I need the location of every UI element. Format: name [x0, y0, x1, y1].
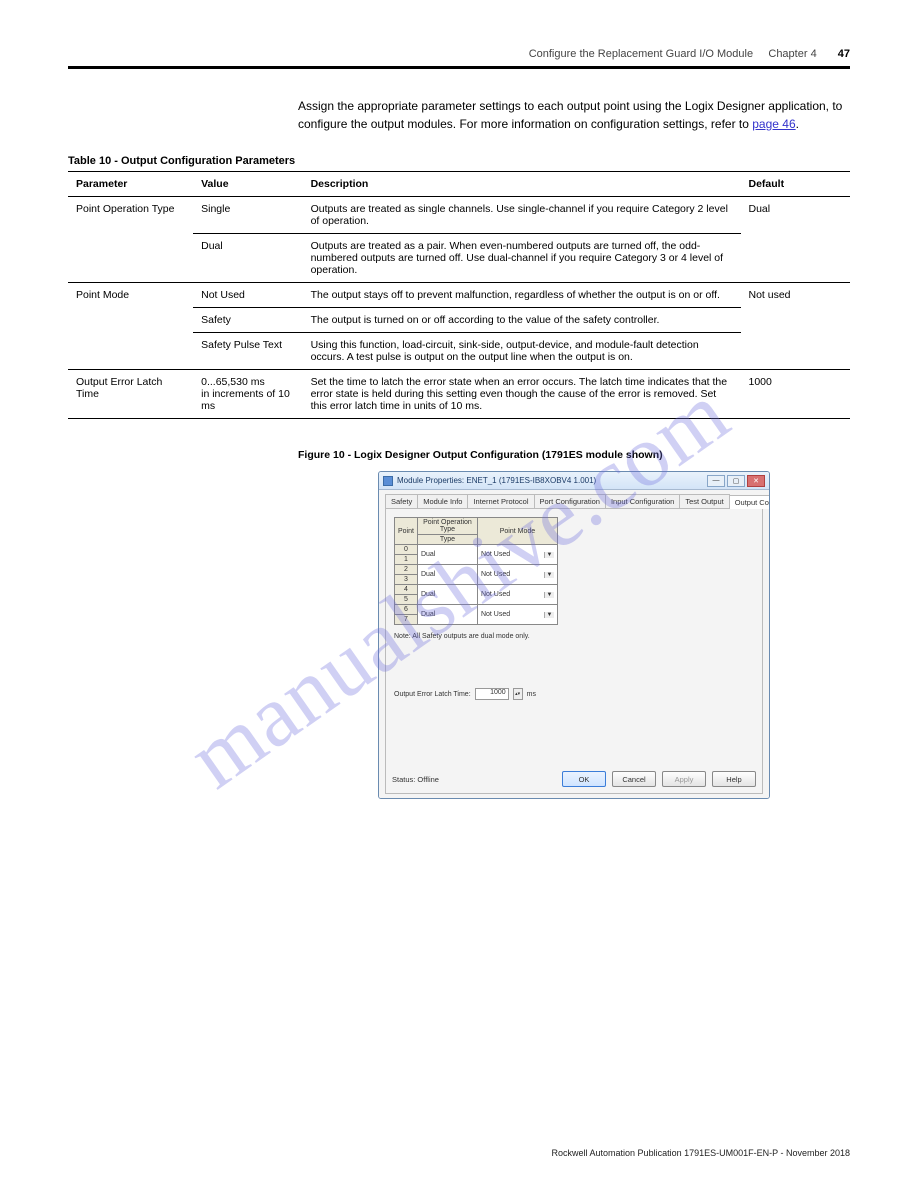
points-table: Point Point Operation Type Point Mode Ty…	[394, 517, 558, 625]
dialog-icon	[383, 476, 393, 486]
mode-cell[interactable]: Not Used▼	[477, 605, 557, 625]
latch-spinner[interactable]: ▴▾	[513, 688, 523, 700]
table-number: Table 10 -	[68, 155, 121, 167]
parameters-table: Parameter Value Description Default Poin…	[68, 171, 850, 419]
latch-input[interactable]: 1000	[475, 688, 509, 700]
cell-desc: Set the time to latch the error state wh…	[303, 370, 741, 419]
dialog-footer: Status: Offline OK Cancel Apply Help	[392, 771, 756, 787]
cell-value: Not Used	[193, 283, 302, 308]
cell-value: Safety Pulse Text	[193, 333, 302, 370]
pt-cell: 6	[395, 605, 418, 615]
page-link[interactable]: page 46	[752, 117, 795, 131]
tab-input-configuration[interactable]: Input Configuration	[605, 494, 680, 508]
pt-cell: 0	[395, 545, 418, 555]
op-cell[interactable]: Dual	[417, 545, 477, 565]
tab-row: Safety Module Info Internet Protocol Por…	[385, 494, 763, 509]
col-default: Default	[741, 172, 851, 197]
col-description: Description	[303, 172, 741, 197]
latch-time-row: Output Error Latch Time: 1000 ▴▾ ms	[394, 688, 754, 700]
pt-cell: 7	[395, 615, 418, 625]
table-header-row: Parameter Value Description Default	[68, 172, 850, 197]
mode-cell[interactable]: Not Used▼	[477, 545, 557, 565]
latch-unit: ms	[527, 691, 536, 698]
window-buttons: — ▢ ✕	[707, 475, 765, 487]
cell-desc: The output stays off to prevent malfunct…	[303, 283, 741, 308]
pt-cell: 1	[395, 555, 418, 565]
mode-cell[interactable]: Not Used▼	[477, 565, 557, 585]
hdr-mode: Point Mode	[477, 518, 557, 545]
cell-default: 1000	[741, 370, 851, 419]
help-button[interactable]: Help	[712, 771, 756, 787]
cell-value: Safety	[193, 308, 302, 333]
header-rule	[68, 66, 850, 69]
table-title: Output Configuration Parameters	[121, 155, 295, 167]
tab-output-configuration[interactable]: Output Configuration	[729, 495, 770, 509]
figure-caption: Figure 10 - Logix Designer Output Config…	[298, 449, 850, 461]
latch-label: Output Error Latch Time:	[394, 691, 471, 698]
cancel-button[interactable]: Cancel	[612, 771, 656, 787]
chapter-label: Chapter 4	[768, 48, 816, 60]
op-cell[interactable]: Dual	[417, 605, 477, 625]
cell-param: Point Mode	[68, 283, 193, 370]
table-caption: Table 10 - Output Configuration Paramete…	[68, 155, 850, 167]
ok-button[interactable]: OK	[562, 771, 606, 787]
table-caption-text: Table 10 - Output Configuration Paramete…	[68, 155, 295, 167]
table-row: Output Error Latch Time 0...65,530 ms in…	[68, 370, 850, 419]
apply-button[interactable]: Apply	[662, 771, 706, 787]
table-row: Point Operation Type Single Outputs are …	[68, 197, 850, 234]
hdr-type-sub: Type	[417, 535, 477, 545]
intro-paragraph: Assign the appropriate parameter setting…	[298, 97, 850, 133]
cell-desc: Outputs are treated as a pair. When even…	[303, 234, 741, 283]
page-header: Configure the Replacement Guard I/O Modu…	[68, 48, 850, 60]
point-row: 4DualNot Used▼	[395, 585, 558, 595]
col-value: Value	[193, 172, 302, 197]
dialog-body: Safety Module Info Internet Protocol Por…	[379, 490, 769, 798]
cell-value: Single	[193, 197, 302, 234]
cell-default: Not used	[741, 283, 851, 370]
cell-desc: Using this function, load-circuit, sink-…	[303, 333, 741, 370]
dialog-note: Note: All Safety outputs are dual mode o…	[394, 633, 754, 640]
point-row: 0DualNot Used▼	[395, 545, 558, 555]
tab-test-output[interactable]: Test Output	[679, 494, 729, 508]
table-row: Point Mode Not Used The output stays off…	[68, 283, 850, 308]
intro-text-b: .	[796, 117, 799, 131]
col-parameter: Parameter	[68, 172, 193, 197]
tab-module-info[interactable]: Module Info	[417, 494, 468, 508]
dialog-title: Module Properties: ENET_1 (1791ES-IB8XOB…	[397, 476, 703, 485]
hdr-operation: Point Operation Type	[417, 518, 477, 535]
module-properties-dialog: Module Properties: ENET_1 (1791ES-IB8XOB…	[378, 471, 770, 799]
tab-port-configuration[interactable]: Port Configuration	[534, 494, 606, 508]
status-text: Status: Offline	[392, 775, 556, 784]
publication-footer: Rockwell Automation Publication 1791ES-U…	[552, 1148, 850, 1158]
cell-desc: The output is turned on or off according…	[303, 308, 741, 333]
op-cell[interactable]: Dual	[417, 585, 477, 605]
tab-panel: Point Point Operation Type Point Mode Ty…	[385, 509, 763, 794]
hdr-point: Point	[395, 518, 418, 545]
maximize-button[interactable]: ▢	[727, 475, 745, 487]
cell-value: Dual	[193, 234, 302, 283]
point-row: 2DualNot Used▼	[395, 565, 558, 575]
pt-cell: 2	[395, 565, 418, 575]
cell-param: Point Operation Type	[68, 197, 193, 283]
figure-caption-text: Figure 10 - Logix Designer Output Config…	[298, 449, 663, 461]
chapter-title: Configure the Replacement Guard I/O Modu…	[529, 48, 753, 60]
cell-param: Output Error Latch Time	[68, 370, 193, 419]
cell-desc: Outputs are treated as single channels. …	[303, 197, 741, 234]
pt-cell: 5	[395, 595, 418, 605]
tab-safety[interactable]: Safety	[385, 494, 418, 508]
figure-number: Figure 10 -	[298, 449, 354, 461]
page-number: 47	[838, 48, 850, 60]
pt-cell: 4	[395, 585, 418, 595]
cell-default: Dual	[741, 197, 851, 283]
close-button[interactable]: ✕	[747, 475, 765, 487]
figure-title: Logix Designer Output Configuration (179…	[354, 449, 663, 461]
op-cell[interactable]: Dual	[417, 565, 477, 585]
tab-internet-protocol[interactable]: Internet Protocol	[467, 494, 534, 508]
mode-cell[interactable]: Not Used▼	[477, 585, 557, 605]
pt-cell: 3	[395, 575, 418, 585]
point-row: 6DualNot Used▼	[395, 605, 558, 615]
cell-value: 0...65,530 ms in increments of 10 ms	[193, 370, 302, 419]
minimize-button[interactable]: —	[707, 475, 725, 487]
dialog-titlebar: Module Properties: ENET_1 (1791ES-IB8XOB…	[379, 472, 769, 490]
